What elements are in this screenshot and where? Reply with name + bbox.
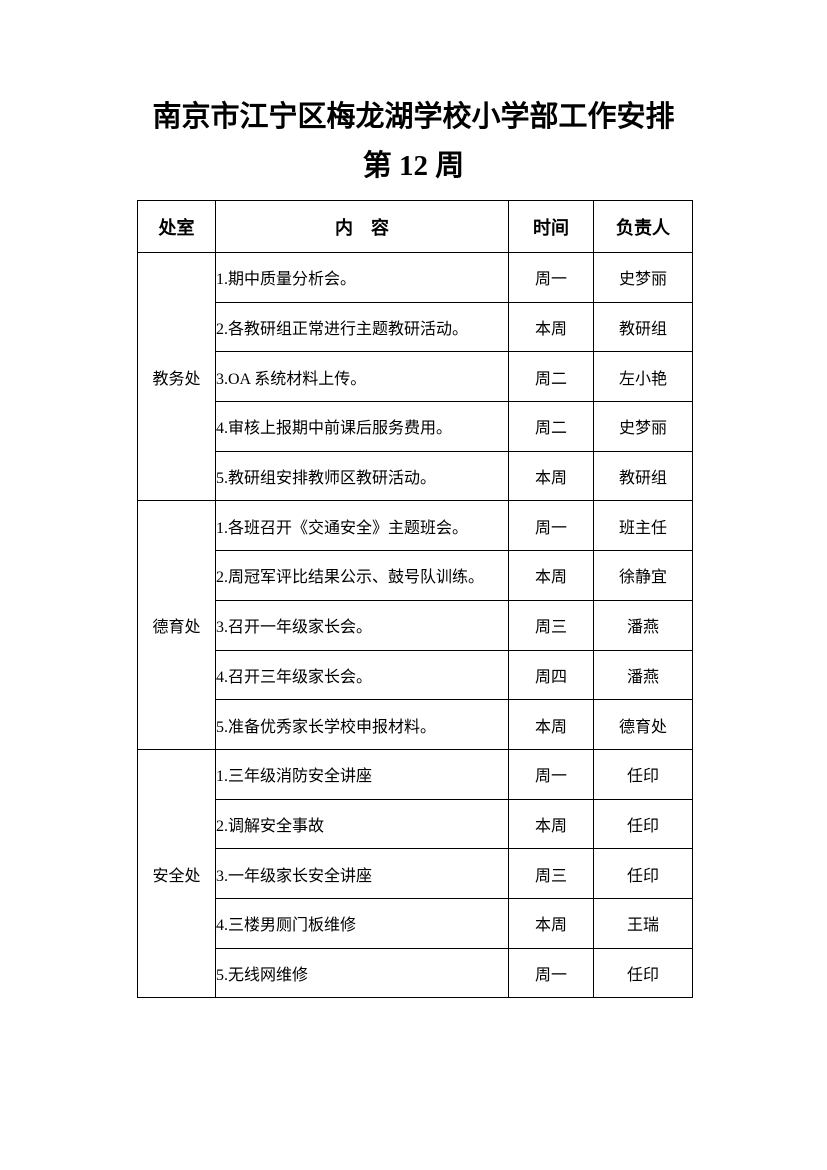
owner-cell: 王瑞 [593, 897, 693, 949]
owner-cell: 任印 [593, 748, 693, 800]
owner-cell: 教研组 [593, 301, 693, 353]
time-cell: 周一 [508, 252, 594, 303]
header-cell-content: 内 容 [215, 200, 509, 253]
department-cell-academic-affairs: 教务处 [137, 251, 216, 502]
table-row: 教务处 1.期中质量分析会。 周一 史梦丽 [137, 251, 693, 502]
table-row: 3.召开一年级家长会。 周三 潘燕 [138, 599, 693, 651]
table-row: 安全处 1.三年级消防安全讲座 周一 任印 [137, 748, 693, 999]
time-cell: 周一 [508, 748, 594, 800]
owner-cell: 史梦丽 [593, 252, 693, 303]
table-row: 2.调解安全事故 本周 任印 [138, 798, 693, 850]
header-cell-department: 处室 [137, 200, 216, 253]
table-row: 4.召开三年级家长会。 周四 潘燕 [138, 649, 693, 701]
table-header-row: 处室 内 容 时间 负责人 [137, 200, 693, 253]
content-cell: 5.教研组安排教师区教研活动。 [215, 450, 509, 502]
time-cell: 本周 [508, 699, 594, 750]
table-row: 4.三楼男厕门板维修 本周 王瑞 [138, 897, 693, 949]
document-title: 南京市江宁区梅龙湖学校小学部工作安排 [152, 101, 675, 133]
department-cell-safety: 安全处 [137, 748, 216, 999]
header-cell-time: 时间 [508, 200, 594, 253]
time-cell: 本周 [508, 798, 594, 850]
content-cell: 1.期中质量分析会。 [215, 252, 509, 303]
document-subtitle: 第 12 周 [362, 150, 465, 182]
table-row: 德育处 1.各班召开《交通安全》主题班会。 周一 班主任 [137, 500, 693, 750]
content-cell: 2.各教研组正常进行主题教研活动。 [215, 301, 509, 353]
content-cell: 4.召开三年级家长会。 [215, 649, 509, 701]
time-cell: 本周 [508, 450, 594, 502]
table-row: 5.教研组安排教师区教研活动。 本周 教研组 [138, 450, 693, 502]
content-cell: 2.周冠军评比结果公示、鼓号队训练。 [215, 550, 509, 601]
header-cell-owner: 负责人 [593, 200, 693, 253]
content-cell: 3.一年级家长安全讲座 [215, 848, 509, 899]
content-cell: 5.无线网维修 [215, 947, 509, 999]
department-cell-moral-education: 德育处 [137, 500, 216, 750]
time-cell: 周三 [508, 848, 594, 899]
work-schedule-table: 处室 内 容 时间 负责人 教务处 1.期中质量分析会。 周一 史梦丽 2.各教… [137, 200, 693, 999]
time-cell: 周三 [508, 599, 594, 651]
owner-cell: 德育处 [593, 699, 693, 750]
time-cell: 周一 [508, 947, 594, 999]
content-cell: 2.调解安全事故 [215, 798, 509, 850]
table-row: 3.一年级家长安全讲座 周三 任印 [138, 848, 693, 899]
owner-cell: 徐静宜 [593, 550, 693, 601]
time-cell: 本周 [508, 550, 594, 601]
content-cell: 1.各班召开《交通安全》主题班会。 [215, 500, 509, 552]
owner-cell: 潘燕 [593, 649, 693, 701]
table-row: 5.无线网维修 周一 任印 [138, 947, 693, 999]
content-cell: 4.审核上报期中前课后服务费用。 [215, 401, 509, 452]
owner-cell: 史梦丽 [593, 401, 693, 452]
time-cell: 本周 [508, 897, 594, 949]
time-cell: 周一 [508, 500, 594, 552]
table-row: 2.各教研组正常进行主题教研活动。 本周 教研组 [138, 301, 693, 353]
time-cell: 本周 [508, 301, 594, 353]
owner-cell: 任印 [593, 947, 693, 999]
table-row: 2.周冠军评比结果公示、鼓号队训练。 本周 徐静宜 [138, 550, 693, 601]
owner-cell: 任印 [593, 798, 693, 850]
content-cell: 5.准备优秀家长学校申报材料。 [215, 699, 509, 750]
owner-cell: 任印 [593, 848, 693, 899]
table-row: 4.审核上报期中前课后服务费用。 周二 史梦丽 [138, 401, 693, 452]
time-cell: 周四 [508, 649, 594, 701]
owner-cell: 班主任 [593, 500, 693, 552]
content-cell: 1.三年级消防安全讲座 [215, 748, 509, 800]
time-cell: 周二 [508, 351, 594, 403]
table-row: 5.准备优秀家长学校申报材料。 本周 德育处 [138, 699, 693, 750]
table-row: 3.OA 系统材料上传。 周二 左小艳 [138, 351, 693, 403]
owner-cell: 潘燕 [593, 599, 693, 651]
content-cell: 3.OA 系统材料上传。 [215, 351, 509, 403]
content-cell: 3.召开一年级家长会。 [215, 599, 509, 651]
owner-cell: 教研组 [593, 450, 693, 502]
time-cell: 周二 [508, 401, 594, 452]
content-cell: 4.三楼男厕门板维修 [215, 897, 509, 949]
owner-cell: 左小艳 [593, 351, 693, 403]
